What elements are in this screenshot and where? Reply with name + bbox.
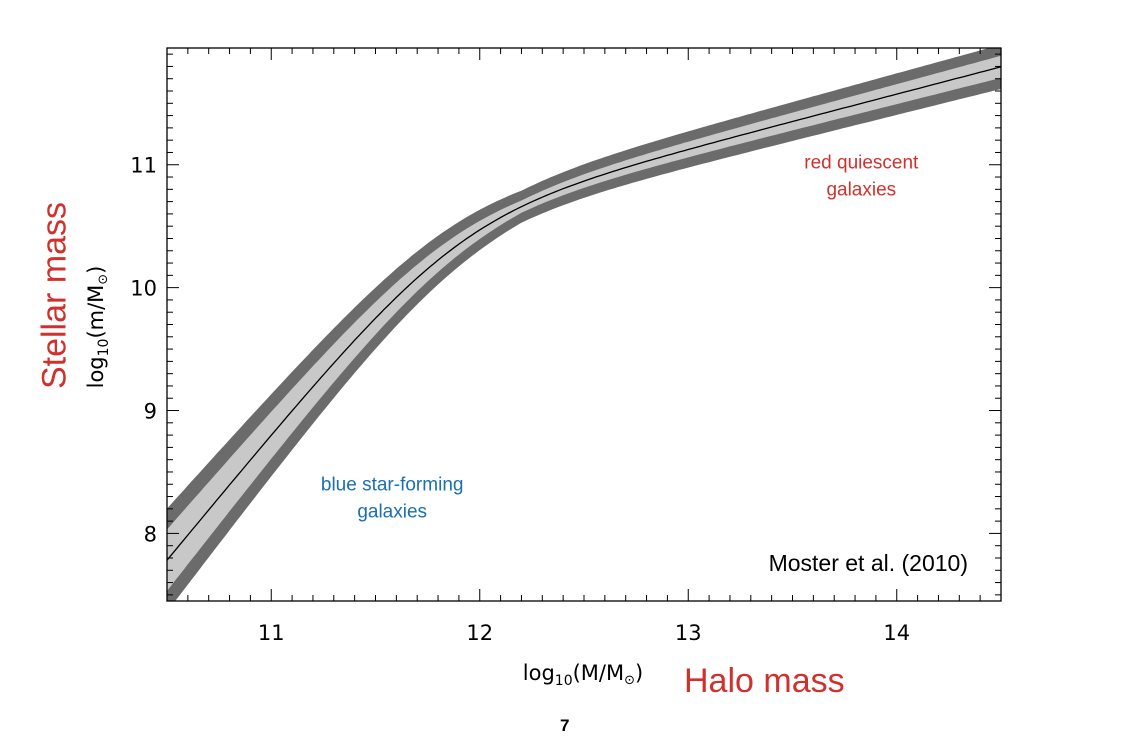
citation-label: Moster et al. (2010) — [769, 550, 968, 576]
plot-frame — [166, 47, 1002, 602]
median-relation-line — [167, 66, 1001, 561]
y-tick-label: 9 — [144, 400, 157, 424]
outer-uncertainty-band — [167, 48, 1001, 601]
x-tick-label: 14 — [883, 621, 910, 645]
y-tick-label: 8 — [144, 522, 157, 546]
y-tick-label: 10 — [130, 277, 157, 301]
x-axis-label: log10(M/M⊙) — [523, 661, 643, 689]
halo-mass-label: Halo mass — [684, 662, 845, 700]
annotation-line: blue star-forming — [321, 474, 464, 495]
annotation-blue-star-forming: blue star-forming galaxies — [321, 474, 464, 522]
annotation-line: galaxies — [357, 501, 427, 522]
y-tick-label: 11 — [130, 154, 157, 178]
annotation-line: red quiescent — [804, 152, 919, 173]
y-axis-label: log10(m/M⊙) — [84, 266, 112, 389]
x-tick-label: 12 — [466, 621, 493, 645]
annotation-line: galaxies — [826, 179, 896, 200]
x-tick-label: 11 — [258, 621, 285, 645]
page-number: 7 — [560, 716, 570, 735]
stellar-mass-label: Stellar mass — [35, 201, 74, 390]
axis-ticks — [166, 48, 1002, 601]
annotation-red-quiescent: red quiescent galaxies — [804, 152, 919, 200]
inner-uncertainty-band — [167, 55, 1001, 592]
x-tick-label: 13 — [675, 621, 702, 645]
axis-tick-labels: 11 12 13 14 8 9 10 11 — [130, 154, 910, 645]
